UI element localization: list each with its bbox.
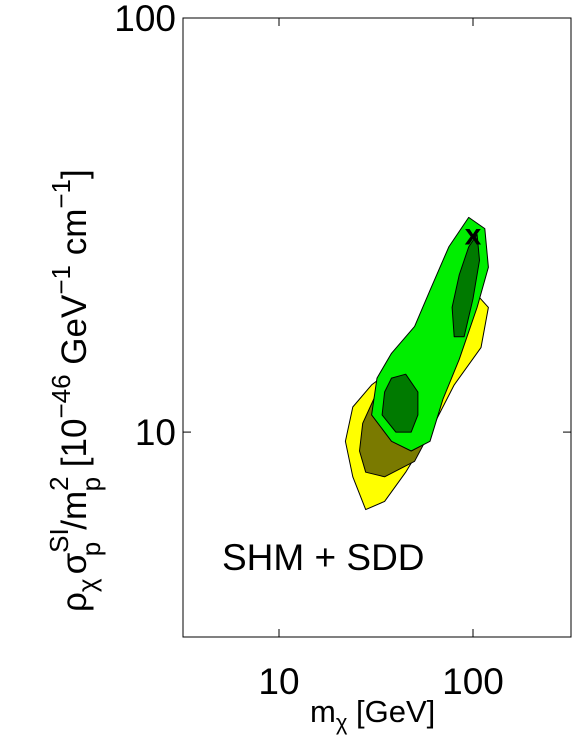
contour-region-green-inner-low — [381, 373, 419, 433]
y-label-slash-m: /m — [55, 491, 94, 530]
y-tick-label: 100 — [114, 0, 176, 39]
contour-region-green-inner-high — [451, 234, 480, 338]
plot-frame — [182, 17, 572, 638]
y-label-units-end: cm — [55, 209, 94, 265]
contour-regions — [344, 216, 489, 511]
x-tick-label: 100 — [442, 661, 504, 702]
y-axis-label: ρχσSIp/m2p [10−46 GeV−1 cm−1] — [44, 169, 106, 612]
y-label-m-sub: p — [76, 477, 106, 491]
y-label-sigma-sub: p — [76, 542, 106, 556]
y-axis-label-group: ρχσSIp/m2p [10−46 GeV−1 cm−1] — [44, 169, 106, 612]
y-label-m-sup: 2 — [44, 476, 74, 490]
y-label-units-exp3: −1 — [46, 179, 76, 209]
y-label-sigma: σ — [55, 552, 94, 574]
x-axis-label-base: m — [310, 694, 336, 729]
axis-ticks: 10 100 10 100 — [114, 0, 571, 702]
y-label-units-exp2: −1 — [46, 265, 76, 295]
x-axis-label-rest: [GeV] — [347, 694, 435, 729]
x-tick-label: 10 — [258, 661, 299, 702]
y-label-sigma-sup: SI — [44, 528, 74, 553]
y-label-rho-sub: χ — [72, 578, 102, 592]
annotation-label: SHM + SDD — [222, 537, 425, 578]
y-label-units-exp: −46 — [46, 374, 76, 418]
best-fit-marker: x — [465, 219, 482, 252]
y-label-units-close: ] — [55, 169, 94, 179]
y-label-units-open: [10 — [55, 419, 94, 477]
x-axis-label-sub: χ — [336, 710, 348, 735]
y-tick-label: 10 — [135, 412, 176, 453]
x-axis-label: mχ [GeV] — [310, 694, 435, 735]
y-label-units-mid: GeV — [55, 294, 94, 374]
y-label-rho: ρ — [55, 592, 94, 612]
